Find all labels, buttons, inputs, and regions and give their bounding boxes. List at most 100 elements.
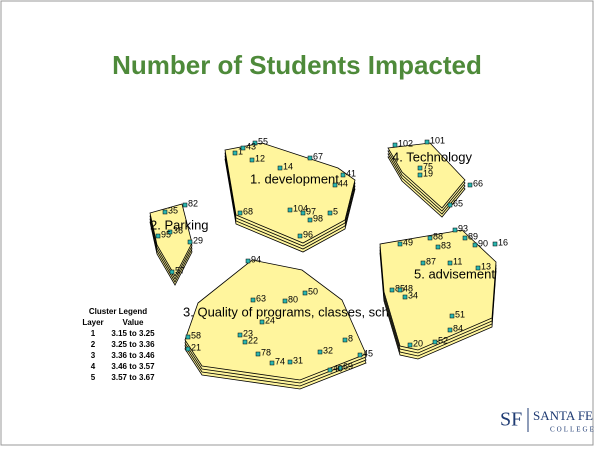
point [269, 360, 275, 366]
point [287, 207, 293, 213]
legend-value: 3.25 to 3.36 [111, 340, 155, 349]
point-label: 36 [173, 225, 183, 235]
point-label: 48 [403, 283, 413, 293]
point [447, 327, 453, 333]
point [392, 142, 398, 148]
point [389, 287, 395, 293]
point-label: 43 [246, 141, 256, 151]
point-label: 104 [293, 203, 308, 213]
point-label: 88 [433, 231, 443, 241]
point-label: 14 [283, 161, 293, 171]
point [167, 229, 173, 235]
point-label: 74 [275, 356, 285, 366]
point-label: 69 [343, 361, 353, 371]
point [424, 139, 430, 145]
point-label: 82 [188, 198, 198, 208]
legend-title: Cluster Legend [89, 307, 147, 316]
point [397, 287, 403, 293]
point [240, 145, 246, 151]
point-label: 102 [398, 138, 413, 148]
point-label: 24 [265, 315, 275, 325]
legend-layer: 3 [91, 351, 96, 360]
point-label: 11 [453, 256, 462, 266]
point-label: 34 [408, 290, 418, 300]
cluster-layer [379, 229, 497, 351]
point [342, 337, 348, 343]
point [182, 202, 188, 208]
point [467, 182, 473, 188]
point [302, 290, 308, 296]
cluster-layer [224, 142, 356, 244]
point-label: 21 [191, 342, 201, 352]
point [255, 351, 261, 357]
point [259, 319, 265, 325]
legend-value: 3.36 to 3.46 [111, 351, 155, 360]
point [492, 241, 498, 247]
point-label: 12 [255, 153, 265, 163]
point [407, 342, 413, 348]
point [232, 150, 238, 156]
logo-mark: SF [500, 409, 522, 431]
point [357, 352, 363, 358]
point [317, 349, 323, 355]
point [452, 227, 458, 233]
point [475, 265, 481, 271]
legend-value: 3.15 to 3.25 [111, 329, 155, 338]
point [307, 217, 313, 223]
point-label: 65 [453, 198, 463, 208]
legend-layer: 4 [91, 362, 96, 371]
point [402, 294, 408, 300]
point [249, 157, 255, 163]
point [340, 172, 346, 178]
legend-layer: 1 [91, 329, 96, 338]
point-label: 13 [481, 261, 491, 271]
point [287, 359, 293, 365]
point-label: 101 [430, 135, 445, 145]
slide-title: Number of Students Impacted [112, 50, 482, 80]
logo-sub: COLLEGE [550, 426, 594, 434]
point-label: 68 [243, 206, 253, 216]
point [300, 210, 306, 216]
point-label: 87 [426, 256, 436, 266]
point [327, 367, 333, 373]
point [462, 235, 468, 241]
point-label: 97 [306, 206, 316, 216]
point-label: 93 [458, 223, 468, 233]
point [252, 140, 258, 146]
point [242, 339, 248, 345]
point [162, 209, 168, 215]
point-label: 41 [346, 168, 356, 178]
point [472, 242, 478, 248]
point-label: 35 [168, 205, 178, 215]
point-label: 45 [363, 348, 373, 358]
point-label: 5 [333, 206, 338, 216]
legend-layer: 2 [91, 340, 96, 349]
point [447, 260, 453, 266]
point [169, 269, 175, 275]
point [447, 202, 453, 208]
point [417, 165, 423, 171]
point-label: 19 [423, 168, 433, 178]
cluster-label: 5. advisement [414, 266, 495, 281]
point [185, 346, 191, 352]
point [332, 182, 338, 188]
point-label: 58 [191, 330, 201, 340]
point-label: 40 [333, 363, 343, 373]
point [427, 235, 433, 241]
point [432, 339, 438, 345]
point [282, 298, 288, 304]
point-label: 52 [438, 335, 448, 345]
legend: Cluster Legend Layer Value 1 3.15 to 3.25… [82, 307, 155, 382]
point [297, 233, 303, 239]
point-label: 80 [288, 294, 298, 304]
point-label: 66 [473, 178, 483, 188]
point-label: 20 [413, 338, 423, 348]
logo-name: SANTA FE [533, 408, 593, 423]
point [449, 313, 455, 319]
point-label: 84 [453, 323, 463, 333]
